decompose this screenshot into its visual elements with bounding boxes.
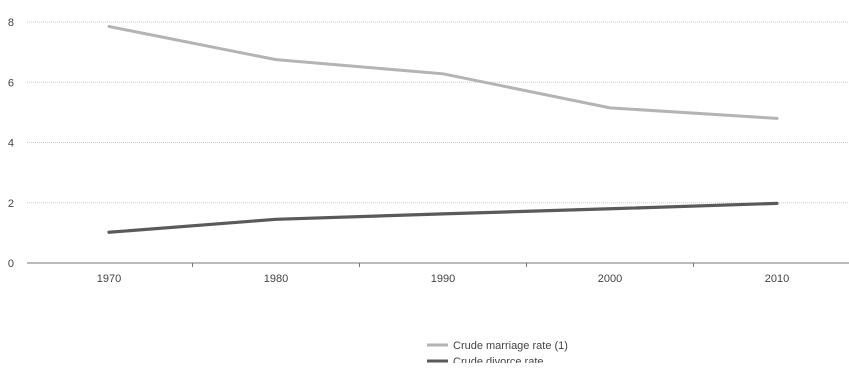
x-tick-label: 1980	[264, 273, 288, 285]
series-line-marriage	[107, 25, 779, 120]
y-tick-label: 6	[8, 77, 14, 89]
series-line-divorce	[107, 201, 779, 234]
series-lines	[107, 25, 779, 234]
y-tick-label: 4	[8, 138, 14, 150]
y-tick-label: 0	[8, 258, 14, 270]
axes: 0 2 4 6 8 1970 1980 1990 2000 2010	[8, 17, 849, 285]
x-tick-label: 2000	[598, 273, 622, 285]
x-tick-label: 1970	[97, 273, 121, 285]
x-tick-label: 2010	[765, 273, 789, 285]
legend: Crude marriage rate (1) Crude divorce rat…	[427, 340, 568, 368]
x-tick-label: 1990	[431, 273, 455, 285]
legend-label: Crude marriage rate (1)	[453, 340, 568, 352]
gridlines	[27, 21, 849, 204]
y-tick-label: 8	[8, 17, 14, 29]
legend-label: Crude divorce rate	[453, 356, 544, 363]
y-tick-label: 2	[8, 198, 14, 210]
